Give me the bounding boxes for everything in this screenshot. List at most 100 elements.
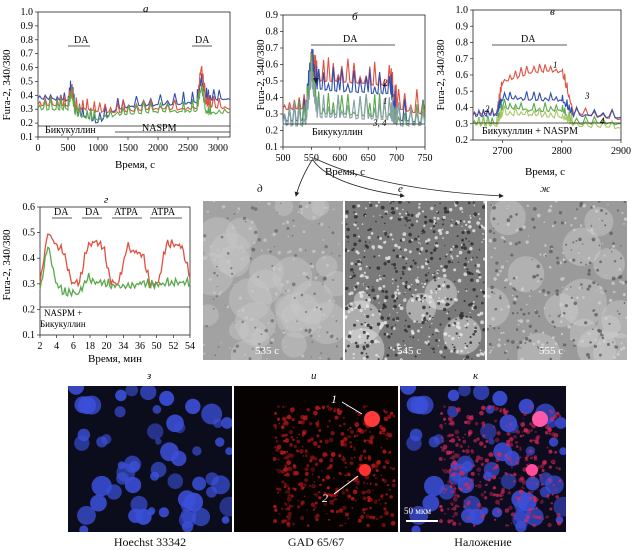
gad-puncta bbox=[368, 497, 373, 502]
speckle bbox=[408, 288, 412, 291]
speckle bbox=[356, 319, 358, 322]
gad-puncta bbox=[353, 448, 356, 451]
speckle bbox=[391, 210, 396, 215]
speckle bbox=[310, 356, 313, 358]
gad-puncta-overlay bbox=[451, 455, 456, 460]
speckle bbox=[623, 217, 627, 221]
speckle bbox=[579, 201, 584, 206]
speckle bbox=[274, 330, 276, 333]
gad-puncta bbox=[363, 492, 366, 495]
speckle bbox=[432, 224, 436, 228]
gad-puncta bbox=[301, 445, 304, 448]
speckle bbox=[595, 267, 597, 269]
speckle bbox=[366, 323, 370, 328]
nucleus-overlay bbox=[422, 494, 440, 512]
gad-puncta-overlay bbox=[453, 494, 457, 498]
series-label-v-1: 1 bbox=[553, 60, 558, 70]
speckle bbox=[511, 312, 515, 315]
nucleus bbox=[167, 473, 184, 489]
speckle bbox=[519, 308, 523, 311]
gad-puncta bbox=[298, 433, 300, 436]
gad-puncta bbox=[275, 468, 278, 471]
speckle bbox=[460, 311, 464, 316]
speckle bbox=[473, 212, 478, 217]
speckle bbox=[366, 337, 369, 340]
speckle bbox=[379, 245, 383, 249]
speckle bbox=[608, 298, 613, 303]
gad-puncta-overlay bbox=[442, 487, 445, 491]
speckle bbox=[370, 232, 374, 235]
speckle bbox=[467, 201, 471, 205]
nucleus bbox=[158, 507, 170, 518]
marker-triangle-b bbox=[313, 78, 319, 84]
speckle bbox=[414, 355, 417, 358]
speckle bbox=[408, 312, 411, 315]
speckle bbox=[226, 252, 230, 255]
speckle bbox=[333, 300, 336, 303]
speckle bbox=[379, 214, 381, 216]
y-tick-label: 0.6 bbox=[266, 60, 279, 71]
speckle bbox=[369, 343, 372, 345]
gad-puncta bbox=[339, 524, 342, 527]
nucleus-overlay bbox=[473, 386, 490, 401]
speckle bbox=[417, 266, 419, 268]
gad-puncta bbox=[283, 485, 287, 489]
gad-puncta bbox=[379, 517, 381, 519]
speckle bbox=[305, 204, 309, 209]
speckle bbox=[509, 215, 513, 219]
y-tick-label: 0.7 bbox=[21, 49, 34, 60]
gad-puncta-overlay bbox=[546, 474, 549, 477]
gad-puncta-overlay bbox=[438, 457, 443, 461]
speckle bbox=[577, 252, 580, 255]
y-axis-label-v: Fura-2, 340/380 bbox=[435, 39, 447, 110]
speckle bbox=[282, 329, 285, 332]
gad-puncta-overlay bbox=[464, 420, 467, 423]
speckle bbox=[317, 330, 320, 333]
speckle bbox=[428, 317, 432, 320]
speckle bbox=[464, 342, 467, 345]
speckle bbox=[305, 310, 308, 313]
gad-puncta bbox=[275, 447, 280, 452]
cell-blob bbox=[345, 328, 385, 360]
speckle bbox=[408, 201, 410, 204]
speckle bbox=[270, 341, 273, 345]
speckle bbox=[421, 249, 423, 252]
gad-puncta bbox=[349, 440, 353, 444]
speckle bbox=[412, 336, 415, 339]
speckle bbox=[397, 217, 402, 222]
speckle bbox=[442, 307, 447, 312]
speckle bbox=[594, 313, 598, 317]
gad-puncta bbox=[281, 519, 286, 524]
gad-puncta-overlay bbox=[548, 432, 552, 435]
gad-puncta bbox=[286, 460, 292, 466]
series-label-v-3: 3 bbox=[584, 91, 590, 101]
speckle bbox=[347, 249, 350, 252]
speckle bbox=[313, 292, 316, 296]
gad-puncta-overlay bbox=[480, 462, 485, 467]
gad-puncta bbox=[349, 426, 352, 430]
speckle bbox=[369, 227, 372, 231]
speckle bbox=[443, 281, 446, 283]
speckle bbox=[307, 277, 310, 280]
speckle bbox=[465, 237, 468, 240]
speckle bbox=[206, 210, 210, 213]
gad-puncta bbox=[272, 457, 277, 461]
cell-blob bbox=[569, 318, 599, 348]
speckle bbox=[218, 292, 221, 296]
speckle bbox=[421, 282, 423, 285]
gad-puncta-overlay bbox=[468, 455, 470, 457]
gad-puncta-overlay bbox=[523, 518, 528, 523]
gad-puncta-overlay bbox=[552, 483, 556, 487]
speckle bbox=[357, 320, 360, 322]
speckle bbox=[441, 300, 445, 304]
gad-puncta bbox=[326, 405, 329, 408]
nucleus-overlay bbox=[400, 386, 417, 395]
da-label-a2: DA bbox=[195, 35, 210, 46]
gad-puncta bbox=[287, 523, 291, 528]
speckle bbox=[366, 292, 368, 294]
speckle bbox=[206, 256, 208, 258]
gad-puncta bbox=[328, 465, 332, 470]
speckle bbox=[463, 220, 466, 223]
cell-blob bbox=[517, 333, 561, 360]
speckle bbox=[421, 210, 425, 213]
